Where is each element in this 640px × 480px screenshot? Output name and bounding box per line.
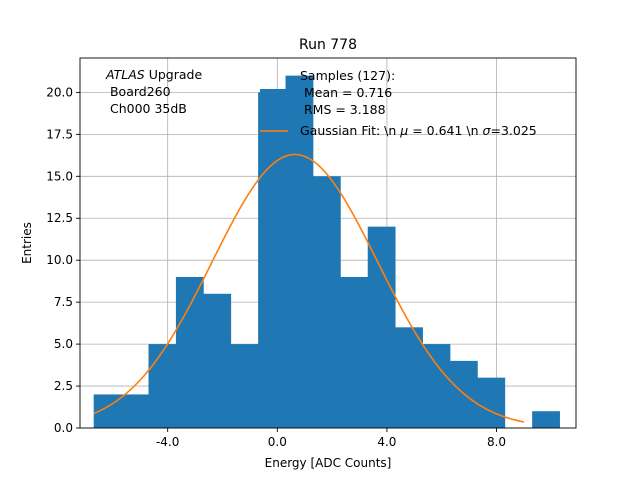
legend-samples-line2: Mean = 0.716 — [300, 85, 392, 100]
histogram-bar — [340, 276, 369, 428]
histogram-bar — [121, 394, 149, 428]
legend-fit-middle: = 0.641 \n — [408, 123, 482, 138]
y-axis-label: Entries — [20, 222, 34, 264]
annotation-upgrade: Upgrade — [145, 67, 203, 82]
legend-fit-sigma: σ — [483, 123, 492, 138]
histogram-bar — [532, 411, 560, 428]
y-tick-label: 5.0 — [54, 337, 73, 351]
histogram-bar — [148, 344, 177, 428]
histogram-bar — [285, 75, 314, 428]
annotation-board: Board260 — [106, 84, 171, 99]
histogram-bar — [367, 226, 396, 428]
x-tick-label: -4.0 — [156, 435, 179, 449]
y-tick-label: 17.5 — [46, 127, 73, 141]
histogram-bars — [93, 75, 560, 428]
legend-fit-mu: μ — [399, 123, 408, 138]
y-tick-label: 10.0 — [46, 253, 73, 267]
legend-samples-line3: RMS = 3.188 — [300, 102, 386, 117]
legend: Samples (127): Mean = 0.716 RMS = 3.188 … — [260, 68, 537, 138]
plot-frame — [79, 57, 577, 429]
chart-title: Run 778 — [299, 37, 357, 53]
histogram-bar — [312, 176, 341, 428]
y-tick-label: 7.5 — [54, 295, 73, 309]
histogram-bar — [203, 293, 232, 428]
histogram-bar — [422, 344, 451, 428]
annotation-channel: Ch000 35dB — [106, 101, 187, 116]
annotation-experiment: ATLAS Upgrade — [105, 67, 202, 82]
legend-fit-label: Gaussian Fit: \n μ = 0.641 \n σ=3.025 — [300, 123, 537, 138]
y-tick-label: 2.5 — [54, 379, 73, 393]
histogram-bar — [395, 327, 423, 428]
legend-fit-prefix: Gaussian Fit: \n — [300, 123, 400, 138]
x-tick-label: 0.0 — [268, 435, 287, 449]
y-axis-ticks: 0.0 2.5 5.0 7.5 10.0 12.5 15.0 17.5 20.0 — [46, 85, 80, 435]
y-tick-label: 15.0 — [46, 169, 73, 183]
x-tick-label: 4.0 — [377, 435, 396, 449]
y-tick-label: 0.0 — [54, 421, 73, 435]
histogram-bar — [175, 276, 204, 428]
legend-samples-line1: Samples (127): — [300, 68, 395, 83]
x-tick-label: 8.0 — [487, 435, 506, 449]
x-axis-ticks: -4.0 0.0 4.0 8.0 — [156, 428, 506, 449]
x-axis-label: Energy [ADC Counts] — [265, 456, 392, 470]
histogram-bar — [230, 344, 259, 428]
legend-fit-suffix: =3.025 — [490, 123, 536, 138]
y-tick-label: 12.5 — [46, 211, 73, 225]
y-tick-label: 20.0 — [46, 85, 73, 99]
legend-samples-swatch — [260, 89, 288, 98]
histogram-bar — [477, 377, 506, 428]
gaussian-fit-curve — [93, 153, 525, 423]
histogram-bar — [258, 92, 286, 428]
annotation-atlas: ATLAS — [105, 67, 145, 82]
